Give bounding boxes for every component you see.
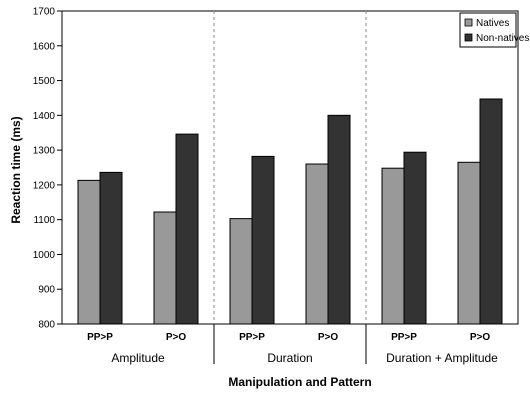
- y-tick-label: 800: [38, 320, 55, 331]
- bar-non-natives-4: [403, 151, 427, 325]
- bar-natives-3: [305, 163, 329, 325]
- plot-frame: [61, 10, 519, 325]
- y-axis-title: Reaction time (ms): [9, 116, 23, 223]
- bar-non-natives-1: [175, 133, 199, 325]
- x-axis-title: Manipulation and Pattern: [228, 375, 371, 389]
- legend-label: Non-natives: [476, 33, 529, 44]
- y-tick-label: 1400: [33, 111, 56, 122]
- bar-non-natives-0: [99, 171, 123, 325]
- y-tick-label: 1100: [33, 215, 55, 226]
- y-tick-label: 900: [38, 285, 55, 296]
- group-label: Amplitude: [111, 351, 165, 365]
- category-label: PP>P: [239, 332, 265, 343]
- legend-label: Natives: [476, 18, 509, 29]
- bar-natives-2: [229, 218, 253, 325]
- category-label: P>O: [166, 332, 187, 343]
- category-label: PP>P: [391, 332, 417, 343]
- bar-non-natives-2: [251, 155, 275, 325]
- plot-area: 800 900 1000 1100 1200 1300 1400 1500 1600 1700 PP…: [33, 7, 530, 366]
- y-tick-label: 1500: [33, 76, 56, 87]
- bar-natives-1: [153, 211, 177, 325]
- bar-non-natives-3: [327, 114, 351, 325]
- bar-natives-0: [77, 179, 101, 325]
- bar-natives-4: [381, 167, 405, 325]
- y-tick-label: 1600: [33, 41, 56, 52]
- y-tick-label: 1200: [33, 180, 56, 191]
- category-label: P>O: [470, 332, 491, 343]
- y-tick-label: 1000: [33, 250, 56, 261]
- group-label: Duration: [267, 351, 312, 365]
- category-label: P>O: [318, 332, 339, 343]
- y-tick-label: 1300: [33, 146, 56, 157]
- bar-natives-5: [457, 161, 481, 325]
- legend-swatch-natives: [464, 18, 473, 27]
- legend-swatch-non-natives: [464, 33, 473, 42]
- group-label: Duration + Amplitude: [386, 351, 498, 365]
- y-tick-label: 1700: [33, 7, 56, 18]
- bar-non-natives-5: [479, 98, 503, 325]
- category-label: PP>P: [87, 332, 113, 343]
